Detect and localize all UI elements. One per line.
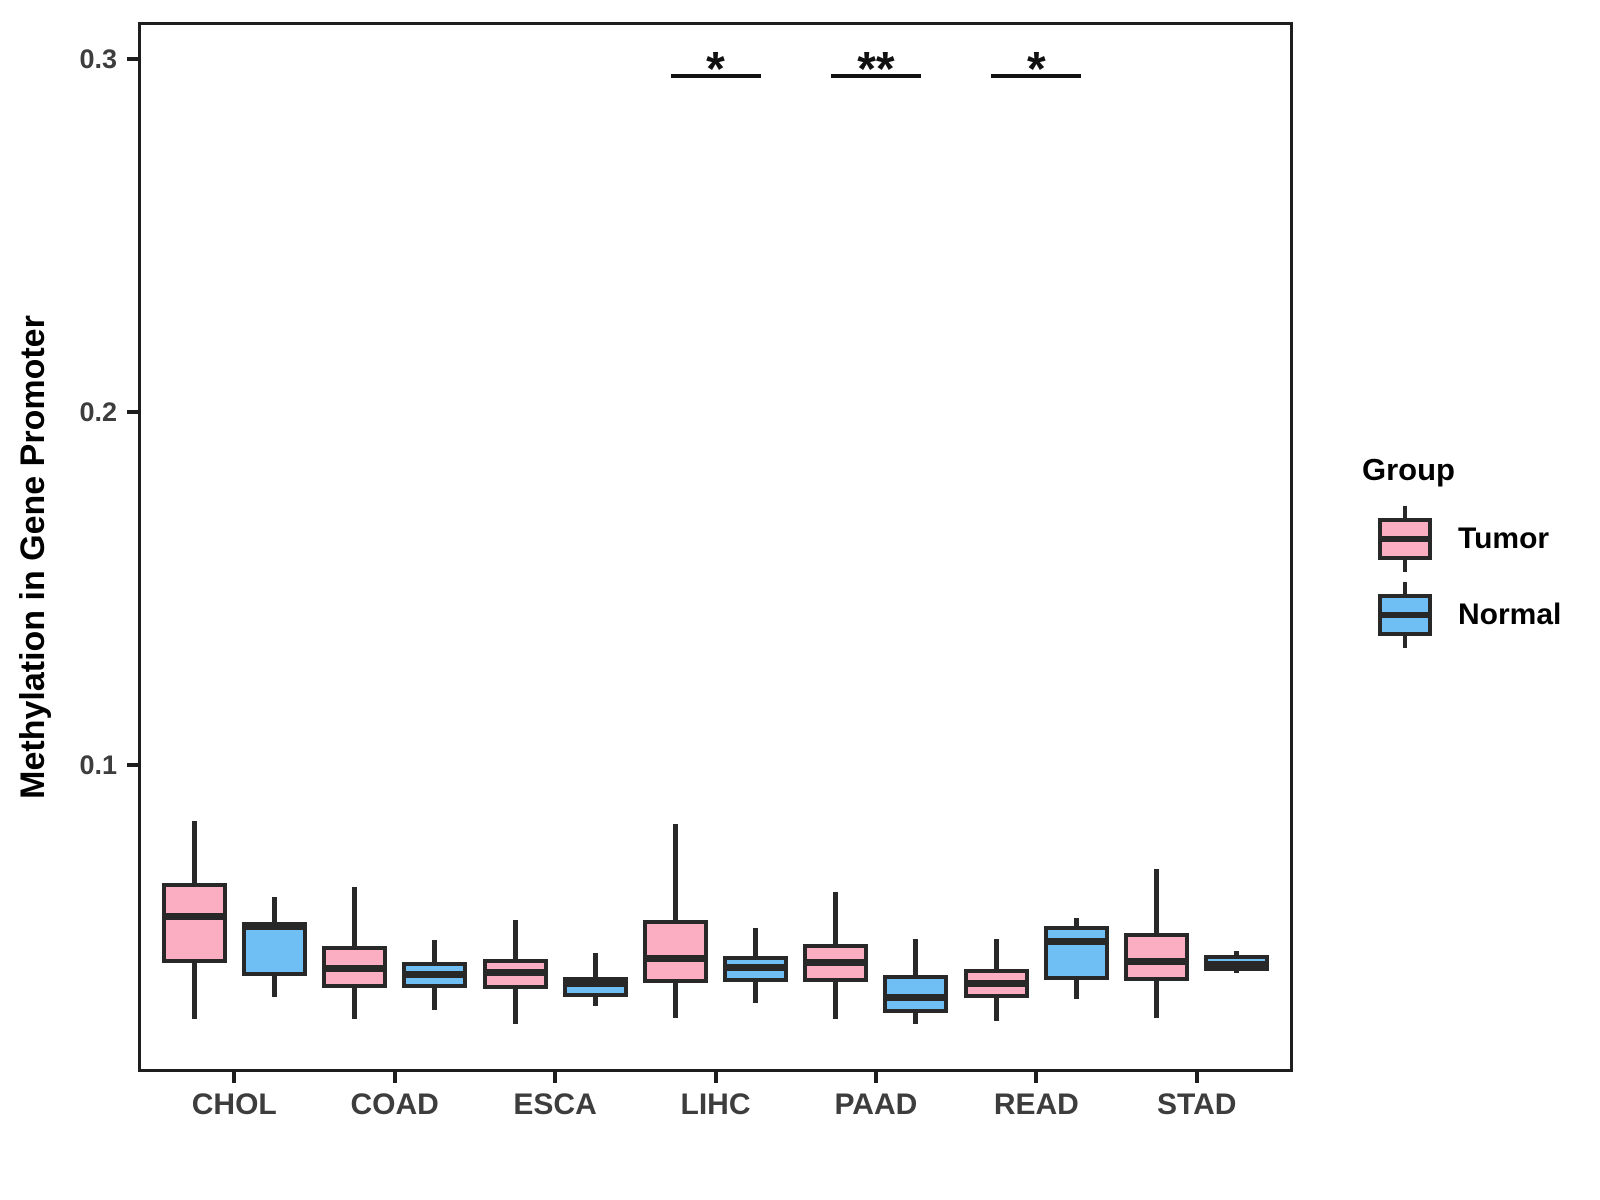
y-axis-tick	[127, 762, 138, 767]
y-axis-title: Methylation in Gene Promoter	[14, 315, 52, 799]
significance-label-PAAD: **	[857, 43, 895, 96]
glyph-median	[1382, 536, 1428, 542]
tumor-box-CHOL	[161, 883, 227, 963]
normal-median-READ	[1043, 937, 1109, 945]
x-axis-tick	[553, 1072, 558, 1083]
x-axis-tick	[713, 1072, 718, 1083]
tumor-median-READ	[963, 979, 1029, 987]
glyph-median	[1382, 612, 1428, 618]
normal-median-CHOL	[241, 923, 307, 931]
legend-label-normal: Normal	[1458, 598, 1562, 631]
normal-box-PAAD	[883, 974, 949, 1014]
y-axis-tick	[127, 57, 138, 62]
legend-label-tumor: Tumor	[1458, 522, 1550, 555]
x-axis-tick	[873, 1072, 878, 1083]
y-axis-tick-label: 0.3	[79, 44, 117, 75]
normal-median-STAD	[1204, 960, 1270, 968]
glyph-whisker	[1403, 558, 1407, 572]
normal-median-COAD	[402, 971, 468, 979]
x-axis-tick-label: LIHC	[680, 1088, 751, 1121]
significance-label-LIHC: *	[706, 43, 725, 96]
normal-boxplot-glyph-icon	[1376, 582, 1434, 648]
x-axis-tick	[232, 1072, 237, 1083]
y-axis-tick	[127, 410, 138, 414]
legend-item-tumor: Tumor	[1376, 506, 1590, 572]
glyph-box	[1378, 594, 1432, 636]
x-axis-tick	[392, 1072, 397, 1083]
x-axis-tick-label: COAD	[350, 1088, 439, 1121]
normal-median-ESCA	[562, 980, 628, 988]
glyph-whisker	[1403, 582, 1407, 596]
tumor-median-COAD	[322, 965, 388, 973]
x-axis-tick-label: STAD	[1157, 1088, 1237, 1121]
tumor-boxplot-glyph-icon	[1376, 506, 1434, 572]
tumor-box-LIHC	[643, 920, 708, 984]
tumor-median-PAAD	[803, 959, 869, 967]
plot-panel	[138, 22, 1293, 1072]
legend-item-normal: Normal	[1376, 582, 1590, 648]
glyph-whisker	[1403, 634, 1407, 648]
tumor-median-CHOL	[161, 913, 227, 921]
x-axis-tick-label: READ	[993, 1088, 1079, 1121]
legend: Group Tumor Normal	[1340, 452, 1590, 658]
significance-label-READ: *	[1026, 43, 1046, 96]
x-axis-tick-label: PAAD	[834, 1088, 918, 1121]
x-axis-tick	[1034, 1072, 1039, 1083]
tumor-box-STAD	[1124, 932, 1190, 981]
normal-median-PAAD	[883, 994, 949, 1002]
tumor-median-STAD	[1124, 958, 1190, 966]
x-axis-tick-label: CHOL	[191, 1088, 277, 1121]
tumor-median-ESCA	[482, 969, 548, 977]
significance-bar-LIHC	[670, 74, 761, 78]
significance-bar-READ	[991, 74, 1082, 78]
normal-median-LIHC	[723, 964, 788, 972]
y-axis-tick-label: 0.2	[79, 397, 117, 427]
glyph-whisker	[1403, 506, 1407, 520]
x-axis-tick	[1194, 1072, 1199, 1083]
significance-bar-PAAD	[830, 74, 921, 78]
tumor-median-LIHC	[643, 955, 708, 963]
legend-title: Group	[1362, 452, 1455, 487]
y-axis-tick-label: 0.1	[79, 749, 117, 780]
glyph-box	[1378, 518, 1432, 560]
normal-box-READ	[1043, 925, 1109, 980]
x-axis-tick-label: ESCA	[513, 1088, 597, 1121]
